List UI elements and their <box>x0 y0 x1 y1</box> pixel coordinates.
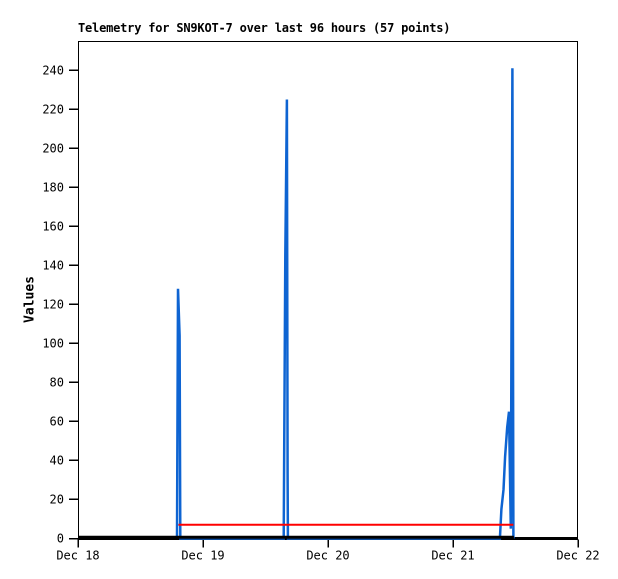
x-axis: Dec 18 Dec 19 Dec 20 Dec 21 Dec 22 <box>56 539 600 563</box>
x-tick-label: Dec 19 <box>181 549 224 563</box>
y-tick-label: 140 <box>42 258 64 272</box>
y-axis: 0 20 40 60 80 100 120 140 160 180 200 220 240 <box>42 63 78 546</box>
x-tick-label: Dec 18 <box>56 549 99 563</box>
y-tick-label: 60 <box>50 414 64 428</box>
chart-title: Telemetry for SN9KOT-7 over last 96 hour… <box>78 21 451 35</box>
x-tick-label: Dec 21 <box>431 549 474 563</box>
plot-border <box>78 41 578 540</box>
y-tick-label: 0 <box>57 532 64 546</box>
y-tick-label: 120 <box>42 297 64 311</box>
y-tick-label: 220 <box>42 102 64 116</box>
y-tick-label: 20 <box>50 492 64 506</box>
y-tick-label: 80 <box>50 375 64 389</box>
y-tick-label: 240 <box>42 63 64 77</box>
y-tick-label: 180 <box>42 180 64 194</box>
y-tick-label: 200 <box>42 141 64 155</box>
x-tick-label: Dec 20 <box>306 549 349 563</box>
x-tick-label: Dec 22 <box>556 549 599 563</box>
y-tick-label: 160 <box>42 219 64 233</box>
y-tick-label: 40 <box>50 453 64 467</box>
y-tick-label: 100 <box>42 336 64 350</box>
